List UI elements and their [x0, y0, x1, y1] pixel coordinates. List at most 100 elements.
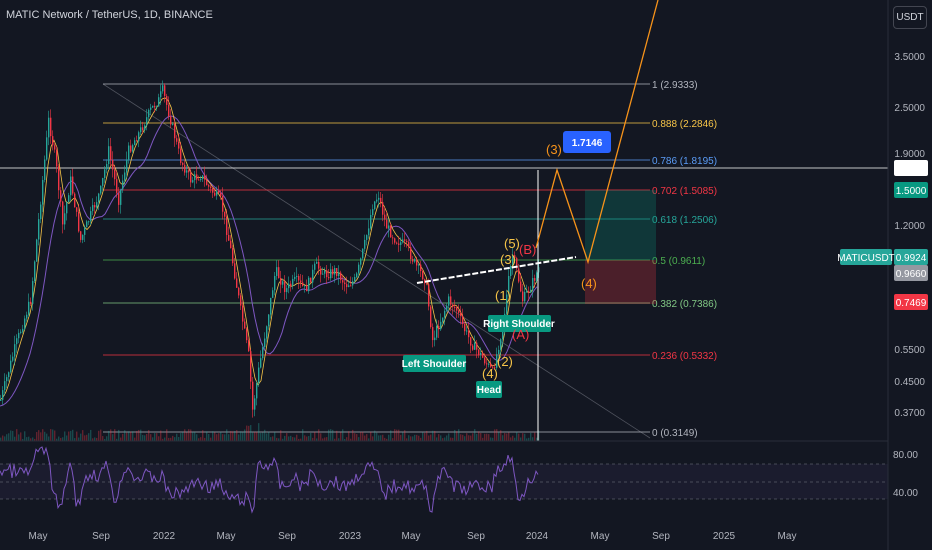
- volume-bar: [232, 431, 234, 441]
- candle-body: [54, 145, 56, 150]
- volume-bar: [388, 434, 390, 441]
- volume-bar: [326, 437, 328, 441]
- fib-label: 1 (2.9333): [652, 80, 698, 91]
- volume-bar: [486, 433, 488, 441]
- volume-bar: [216, 434, 218, 441]
- time-tick: Sep: [652, 531, 670, 542]
- volume-bar: [414, 434, 416, 441]
- candle-body: [80, 231, 82, 240]
- volume-bar: [442, 438, 444, 441]
- volume-bar: [308, 436, 310, 441]
- candle-body: [84, 227, 86, 235]
- candle-body: [148, 109, 150, 118]
- time-tick: May: [778, 531, 797, 542]
- wave-a: (A): [512, 327, 529, 342]
- candle-body: [28, 301, 30, 315]
- volume-bar: [92, 438, 94, 441]
- time-tick: May: [402, 531, 421, 542]
- candle-body: [322, 273, 324, 275]
- candle-body: [164, 85, 166, 96]
- volume-bar: [378, 435, 380, 441]
- candle-body: [414, 259, 416, 262]
- candle-body: [40, 204, 42, 220]
- volume-bar: [204, 437, 206, 441]
- candle-body: [476, 342, 478, 350]
- volume-bar: [464, 436, 466, 441]
- candle-body: [152, 105, 154, 108]
- volume-bar: [46, 433, 48, 441]
- left-shoulder-badge: [403, 355, 466, 372]
- volume-bar: [334, 438, 336, 441]
- volume-bar: [102, 436, 104, 441]
- volume-bar: [100, 429, 102, 441]
- volume-bar: [300, 438, 302, 441]
- volume-bar: [222, 434, 224, 441]
- candle-body: [422, 271, 424, 280]
- volume-bar: [408, 435, 410, 441]
- volume-bar: [130, 431, 132, 441]
- volume-bar: [58, 436, 60, 441]
- volume-bar: [116, 438, 118, 441]
- candle-body: [460, 312, 462, 316]
- price-label-box: [894, 265, 928, 281]
- loss-zone: [585, 260, 656, 304]
- rsi-line: [0, 446, 539, 514]
- volume-bar: [218, 433, 220, 441]
- currency-button[interactable]: USDT: [893, 6, 927, 29]
- volume-bar: [36, 432, 38, 441]
- volume-bar: [148, 430, 150, 441]
- candle-body: [502, 326, 504, 340]
- volume-bar: [306, 436, 308, 441]
- candle-body: [358, 264, 360, 274]
- candle-body: [212, 188, 214, 193]
- candle-body: [218, 191, 220, 194]
- candle-body: [10, 360, 12, 373]
- volume-bar: [314, 431, 316, 441]
- volume-bar: [126, 432, 128, 441]
- candle-body: [156, 106, 158, 108]
- time-tick: Sep: [92, 531, 110, 542]
- candle-body: [92, 205, 94, 212]
- volume-bar: [290, 435, 292, 441]
- candle-body: [374, 201, 376, 210]
- volume-bar: [22, 438, 24, 441]
- volume-bar: [246, 425, 248, 441]
- candle-body: [198, 179, 200, 181]
- candle-body: [416, 259, 418, 266]
- candle-body: [312, 269, 314, 283]
- volume-bar: [54, 430, 56, 441]
- candle-body: [250, 351, 252, 382]
- volume-bar: [520, 437, 522, 441]
- candle-body: [82, 234, 84, 240]
- candle-body: [280, 278, 282, 285]
- candle-body: [204, 175, 206, 180]
- candle-body: [472, 345, 474, 350]
- candle-body: [276, 267, 278, 276]
- candle-body: [138, 132, 140, 142]
- volume-bar: [288, 436, 290, 441]
- target-price-badge: [563, 131, 611, 153]
- volume-bar: [174, 437, 176, 441]
- candle-body: [344, 282, 346, 285]
- time-tick: Sep: [278, 531, 296, 542]
- candle-body: [26, 314, 28, 319]
- candle-body: [492, 366, 494, 368]
- candle-body: [58, 166, 60, 191]
- volume-bar: [150, 434, 152, 441]
- volume-bar: [402, 432, 404, 441]
- candle-body: [14, 344, 16, 357]
- candle-body: [306, 285, 308, 292]
- candle-body: [144, 125, 146, 131]
- candle-body: [214, 192, 216, 196]
- volume-bar: [298, 438, 300, 441]
- candle-body: [428, 284, 430, 307]
- fibonacci-retracement[interactable]: 1 (2.9333) 0.888 (2.2846) 0.786 (1.8195) 0.…: [103, 80, 717, 439]
- volume-bar: [252, 432, 254, 441]
- candle-body: [42, 179, 44, 205]
- candle-body: [160, 91, 162, 98]
- volume-bar: [274, 432, 276, 441]
- volume-bar: [434, 430, 436, 441]
- candle-body: [510, 266, 512, 277]
- volume-bar: [400, 434, 402, 441]
